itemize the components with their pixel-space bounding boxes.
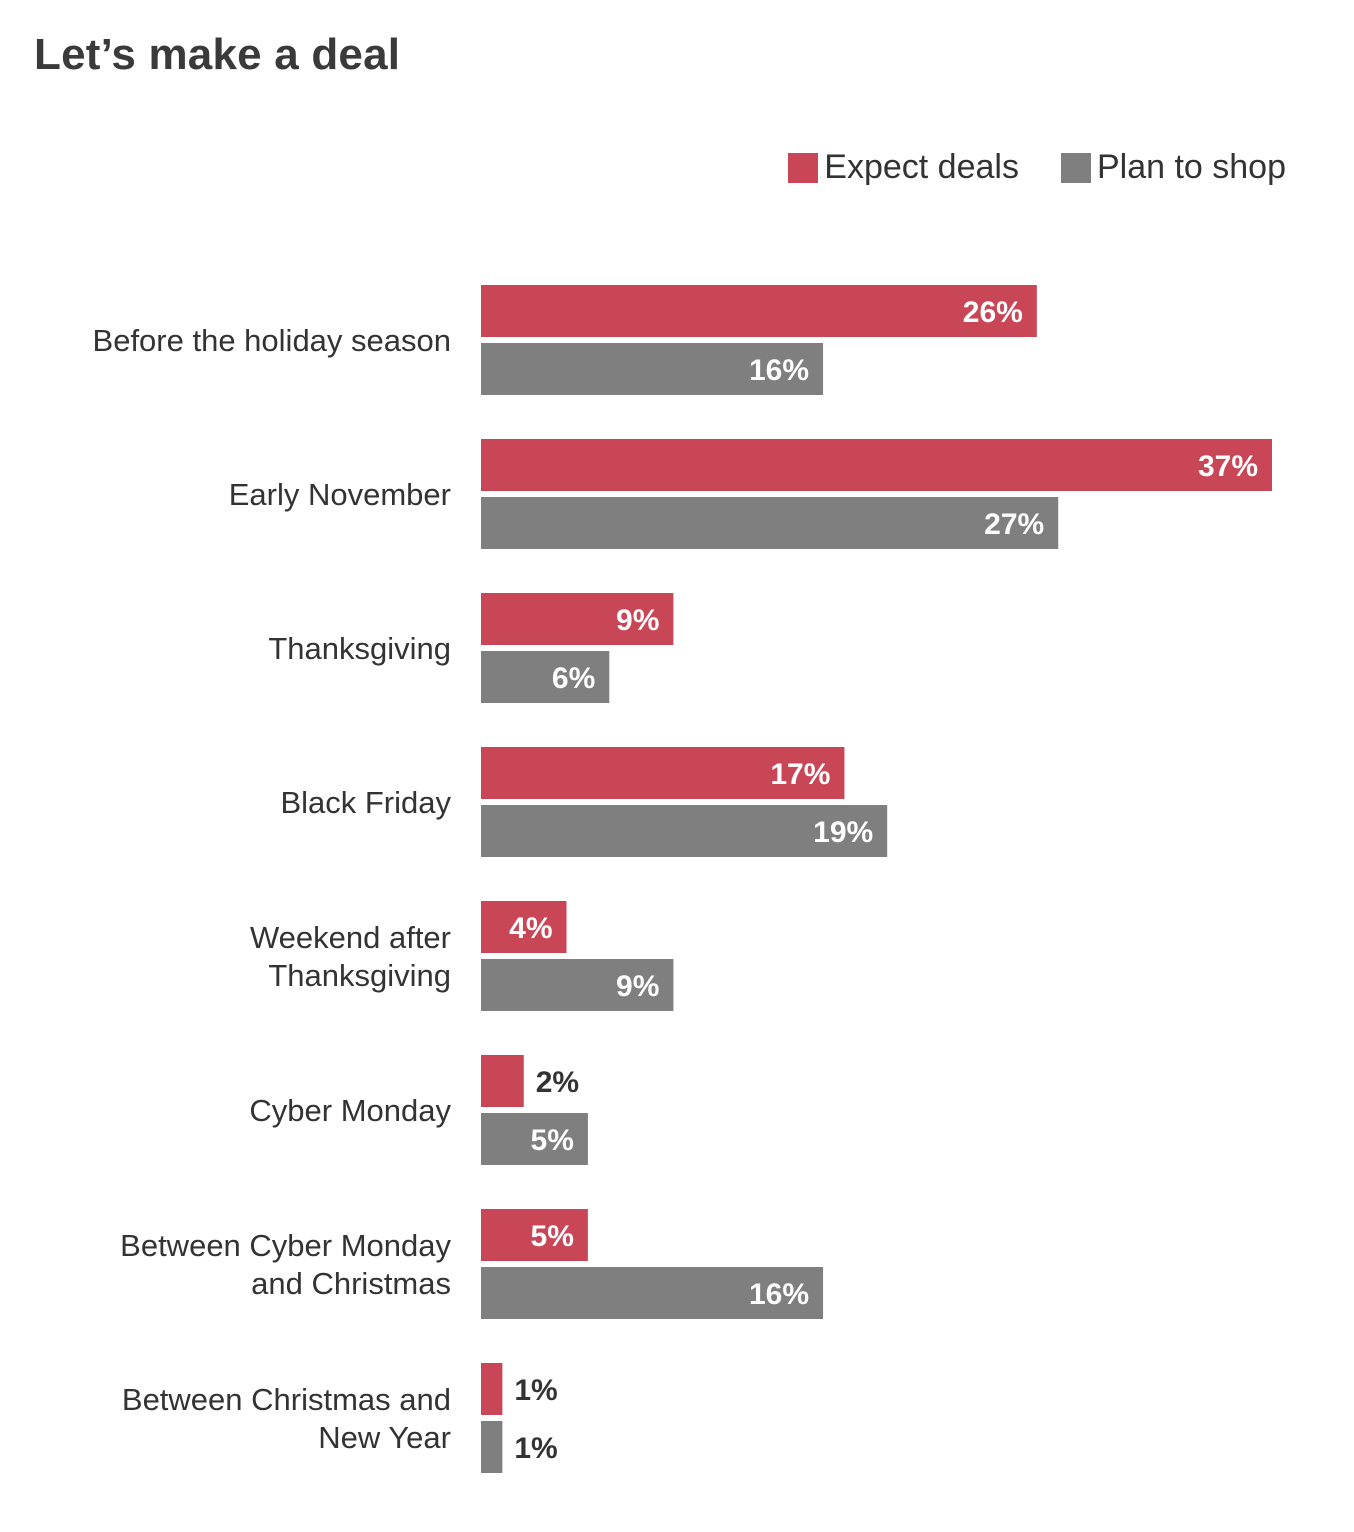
value-label-expect-deals-thanksgiving: 9% — [616, 604, 659, 637]
value-label-plan-to-shop-before-the-holiday-season: 16% — [749, 354, 809, 387]
legend-swatch-plan-to-shop — [1060, 152, 1091, 183]
value-label-expect-deals-between-cyber-monday-and-christmas: 5% — [531, 1220, 574, 1253]
chart-title: Let’s make a deal — [34, 30, 401, 79]
category-label-between-cyber-monday-and-christmas: Between Cyber Monday and Christmas — [120, 1228, 451, 1301]
value-label-plan-to-shop-early-november: 27% — [984, 508, 1044, 541]
value-label-plan-to-shop-black-friday: 19% — [813, 816, 873, 849]
value-label-plan-to-shop-thanksgiving: 6% — [552, 662, 595, 695]
bar-plan-to-shop-between-christmas-and-new-year — [481, 1421, 503, 1473]
category-label-black-friday: Black Friday — [280, 785, 451, 820]
value-label-expect-deals-black-friday: 17% — [770, 758, 830, 791]
bar-plan-to-shop-cyber-monday — [481, 1113, 588, 1165]
legend-item-plan-to-shop: Plan to shop — [1060, 148, 1286, 187]
value-label-expect-deals-weekend-after-thanksgiving: 4% — [509, 912, 552, 945]
bar-expect-deals-cyber-monday — [481, 1055, 524, 1107]
category-label-thanksgiving: Thanksgiving — [268, 631, 451, 666]
legend-label-expect-deals: Expect deals — [824, 148, 1019, 186]
bar-expect-deals-between-christmas-and-new-year — [481, 1363, 503, 1415]
bar-plan-to-shop-early-november — [481, 497, 1059, 549]
bar-plan-to-shop-before-the-holiday-season — [481, 343, 824, 395]
bar-expect-deals-black-friday — [481, 747, 845, 799]
chart-legend: Expect deals Plan to shop — [746, 148, 1286, 187]
bar-expect-deals-between-cyber-monday-and-christmas — [481, 1209, 588, 1261]
value-label-plan-to-shop-between-christmas-and-new-year: 1% — [514, 1432, 557, 1465]
category-label-before-the-holiday-season: Before the holiday season — [93, 323, 451, 358]
bar-expect-deals-thanksgiving — [481, 593, 674, 645]
bar-plan-to-shop-between-cyber-monday-and-christmas — [481, 1267, 824, 1319]
bar-plan-to-shop-black-friday — [481, 805, 888, 857]
category-label-between-christmas-and-new-year: Between Christmas and New Year — [122, 1382, 451, 1455]
legend-item-expect-deals: Expect deals — [788, 148, 1019, 187]
bar-plan-to-shop-weekend-after-thanksgiving — [481, 959, 674, 1011]
category-label-cyber-monday: Cyber Monday — [249, 1093, 451, 1128]
value-label-expect-deals-early-november: 37% — [1198, 450, 1258, 483]
value-label-expect-deals-before-the-holiday-season: 26% — [963, 296, 1023, 329]
value-label-plan-to-shop-between-cyber-monday-and-christmas: 16% — [749, 1278, 809, 1311]
bar-expect-deals-weekend-after-thanksgiving — [481, 901, 567, 953]
category-label-early-november: Early November — [229, 477, 451, 512]
value-label-expect-deals-cyber-monday: 2% — [536, 1066, 579, 1099]
bar-expect-deals-early-november — [481, 439, 1272, 491]
value-label-expect-deals-between-christmas-and-new-year: 1% — [514, 1374, 557, 1407]
bar-plan-to-shop-thanksgiving — [481, 651, 610, 703]
bar-expect-deals-before-the-holiday-season — [481, 285, 1037, 337]
value-label-plan-to-shop-weekend-after-thanksgiving: 9% — [616, 970, 659, 1003]
legend-label-plan-to-shop: Plan to shop — [1096, 148, 1286, 186]
value-label-plan-to-shop-cyber-monday: 5% — [531, 1124, 574, 1157]
category-label-weekend-after-thanksgiving: Weekend after Thanksgiving — [250, 920, 451, 993]
legend-swatch-expect-deals — [788, 152, 819, 183]
